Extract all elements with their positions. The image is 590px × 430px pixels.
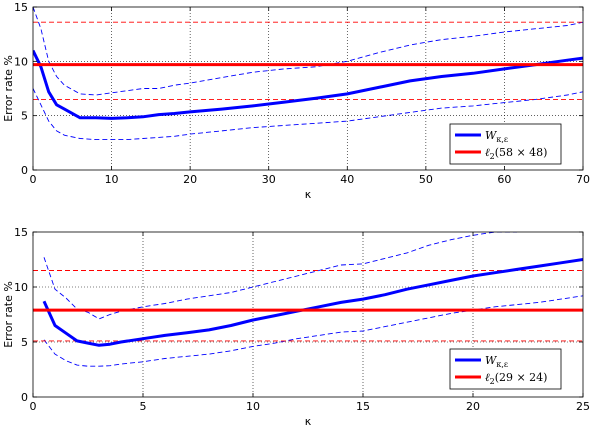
- legend-entry-label: Wκ,ε: [485, 354, 508, 369]
- w-kappa-series-line: [42, 258, 583, 347]
- chart0-series-group: [33, 7, 583, 141]
- y-tick-label: 0: [21, 164, 28, 177]
- legend-entry-label: ℓ2(58 × 48): [485, 146, 547, 161]
- chart0-legend: Wκ,ε ℓ2(58 × 48): [449, 123, 562, 165]
- chart1-axes-box: [32, 231, 584, 398]
- chart0-y-axis-label: Error rate %: [2, 55, 15, 122]
- chart-top: 0 10 20 30 40 50 60 70 0 5 10 15 κ Error rate % Wκ,ε ℓ2…: [2, 1, 590, 201]
- y-tick-label: 0: [21, 391, 28, 404]
- x-tick-label: 10: [105, 173, 119, 186]
- w-kappa-series-line: [33, 49, 583, 120]
- x-tick-label: 60: [497, 173, 511, 186]
- x-tick-label: 30: [262, 173, 276, 186]
- x-tick-label: 20: [466, 400, 480, 413]
- chart1-x-axis-label: κ: [305, 415, 312, 428]
- y-tick-label: 10: [14, 281, 28, 294]
- x-tick-label: 70: [576, 173, 590, 186]
- x-tick-label: 5: [140, 400, 147, 413]
- legend-entry-label: ℓ2(29 × 24): [485, 371, 547, 386]
- chart1-legend: Wκ,ε ℓ2(29 × 24): [449, 348, 562, 390]
- chart0-x-axis-label: κ: [305, 188, 312, 201]
- blue-dashed-bound-line: [33, 88, 583, 141]
- x-tick-label: 10: [246, 400, 260, 413]
- x-tick-label: 25: [576, 400, 590, 413]
- y-tick-label: 15: [14, 1, 28, 14]
- x-tick-label: 0: [30, 400, 37, 413]
- chart1-series-group: [33, 232, 583, 367]
- legend-box: [449, 348, 562, 390]
- y-tick-label: 5: [21, 110, 28, 123]
- x-tick-label: 20: [183, 173, 197, 186]
- chart-bottom: 0 5 10 15 20 25 0 5 10 15 κ Error rate % Wκ,ε ℓ2(29 ×…: [2, 226, 590, 428]
- legend-box: [449, 123, 562, 165]
- x-tick-label: 50: [419, 173, 433, 186]
- blue-dashed-bound-line: [43, 232, 517, 320]
- y-tick-label: 5: [21, 336, 28, 349]
- legend-entry-label: Wκ,ε: [485, 129, 508, 144]
- x-tick-label: 0: [30, 173, 37, 186]
- x-tick-label: 40: [340, 173, 354, 186]
- x-tick-label: 15: [356, 400, 370, 413]
- y-tick-label: 10: [14, 55, 28, 68]
- y-tick-label: 15: [14, 226, 28, 239]
- chart1-y-axis-label: Error rate %: [2, 281, 15, 348]
- chart0-axes-box: [32, 6, 584, 171]
- blue-dashed-bound-line: [33, 7, 583, 96]
